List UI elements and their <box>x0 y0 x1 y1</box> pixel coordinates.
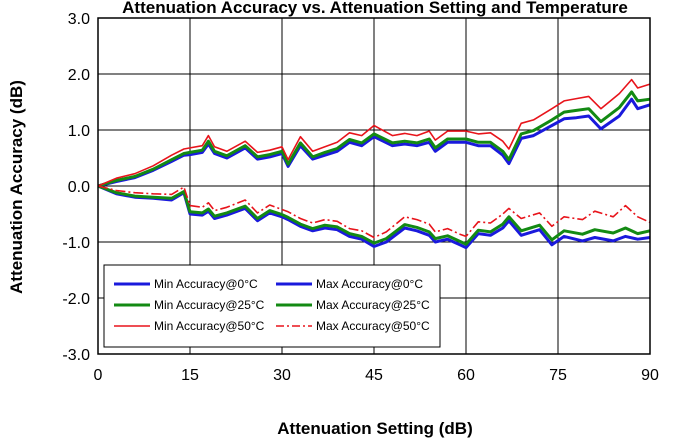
legend: Min Accuracy@0°C Max Accuracy@0°C Min Accu… <box>103 264 441 348</box>
x-tick-label: 75 <box>549 367 567 384</box>
x-tick-label: 90 <box>641 367 659 384</box>
legend-label-1: Max Accuracy@0°C <box>316 277 423 291</box>
legend-label-4: Min Accuracy@50°C <box>154 319 265 333</box>
tick-labels: 0 15 30 45 60 75 90 -3.0 -2.0 -1.0 0.0 1.0 2.0 3.0 <box>62 11 659 384</box>
y-tick-label: 3.0 <box>68 11 90 28</box>
series-line-1 <box>97 184 651 250</box>
x-tick-label: 30 <box>273 367 291 384</box>
series-line-3 <box>97 184 651 246</box>
legend-label-5: Max Accuracy@50°C <box>316 319 430 333</box>
legend-label-2: Min Accuracy@25°C <box>154 298 265 312</box>
y-axis-title: Attenuation Accuracy (dB) <box>7 80 26 294</box>
series-line-5 <box>97 185 651 239</box>
legend-label-0: Min Accuracy@0°C <box>154 277 258 291</box>
chart-title: Attenuation Accuracy vs. Attenuation Set… <box>122 0 628 17</box>
x-tick-label: 60 <box>457 367 475 384</box>
x-tick-label: 45 <box>365 367 383 384</box>
plot-frame <box>97 17 651 355</box>
y-tick-label: -3.0 <box>62 347 90 364</box>
y-tick-label: 1.0 <box>68 123 90 140</box>
y-tick-label: 0.0 <box>68 179 90 196</box>
series-layer <box>97 78 651 250</box>
x-axis-title: Attenuation Setting (dB) <box>277 419 472 438</box>
legend-box <box>103 264 441 348</box>
x-tick-label: 0 <box>94 367 103 384</box>
y-tick-label: -1.0 <box>62 235 90 252</box>
series-line-2 <box>97 90 651 188</box>
legend-label-3: Max Accuracy@25°C <box>316 298 430 312</box>
y-tick-label: -2.0 <box>62 291 90 308</box>
x-tick-label: 15 <box>181 367 199 384</box>
series-line-4 <box>97 78 651 187</box>
y-tick-label: 2.0 <box>68 67 90 84</box>
